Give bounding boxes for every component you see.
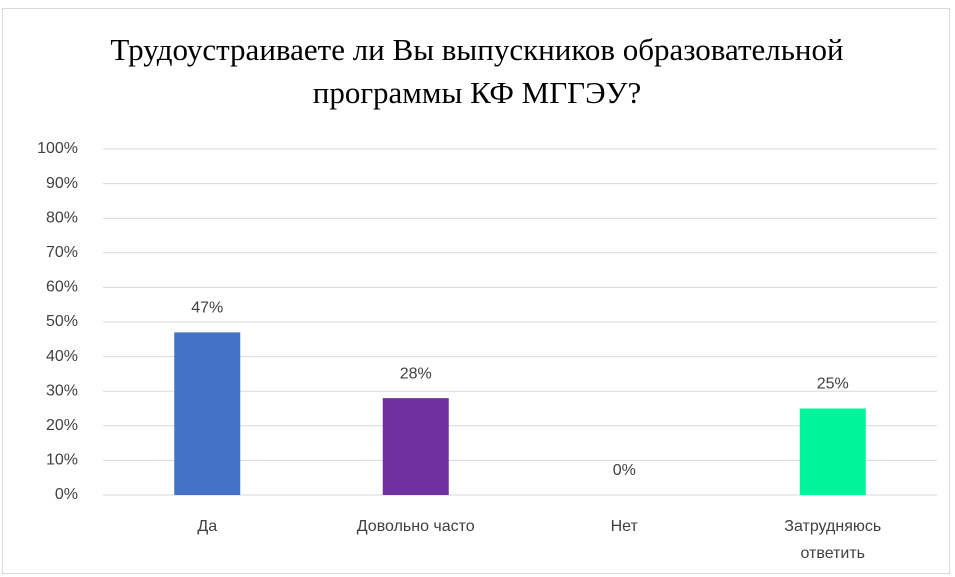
data-label: 47% bbox=[191, 300, 223, 317]
y-tick-label: 90% bbox=[46, 175, 78, 192]
chart-title: Трудоустраиваете ли Вы выпускников образ… bbox=[110, 32, 844, 110]
bar bbox=[799, 408, 866, 495]
data-label: 0% bbox=[613, 462, 636, 479]
y-tick-label: 0% bbox=[55, 486, 78, 503]
chart-frame bbox=[2, 8, 950, 574]
y-tick-label: 40% bbox=[46, 348, 78, 365]
data-label: 28% bbox=[400, 365, 432, 382]
y-tick-label: 10% bbox=[46, 452, 78, 469]
x-tick-label: Нет bbox=[611, 518, 639, 535]
x-tick-label: Да bbox=[197, 518, 217, 535]
y-tick-label: 50% bbox=[46, 313, 78, 330]
bar bbox=[174, 332, 241, 495]
y-tick-label: 80% bbox=[46, 209, 78, 226]
y-tick-label: 20% bbox=[46, 417, 78, 434]
data-label: 25% bbox=[817, 376, 849, 393]
x-tick-label: Затрудняюсь ответить bbox=[784, 518, 881, 562]
y-tick-label: 30% bbox=[46, 382, 78, 399]
y-tick-label: 70% bbox=[46, 244, 78, 261]
bar bbox=[382, 398, 449, 495]
y-tick-label: 60% bbox=[46, 279, 78, 296]
y-tick-label: 100% bbox=[37, 140, 78, 157]
x-tick-label: Довольно часто bbox=[357, 518, 475, 535]
